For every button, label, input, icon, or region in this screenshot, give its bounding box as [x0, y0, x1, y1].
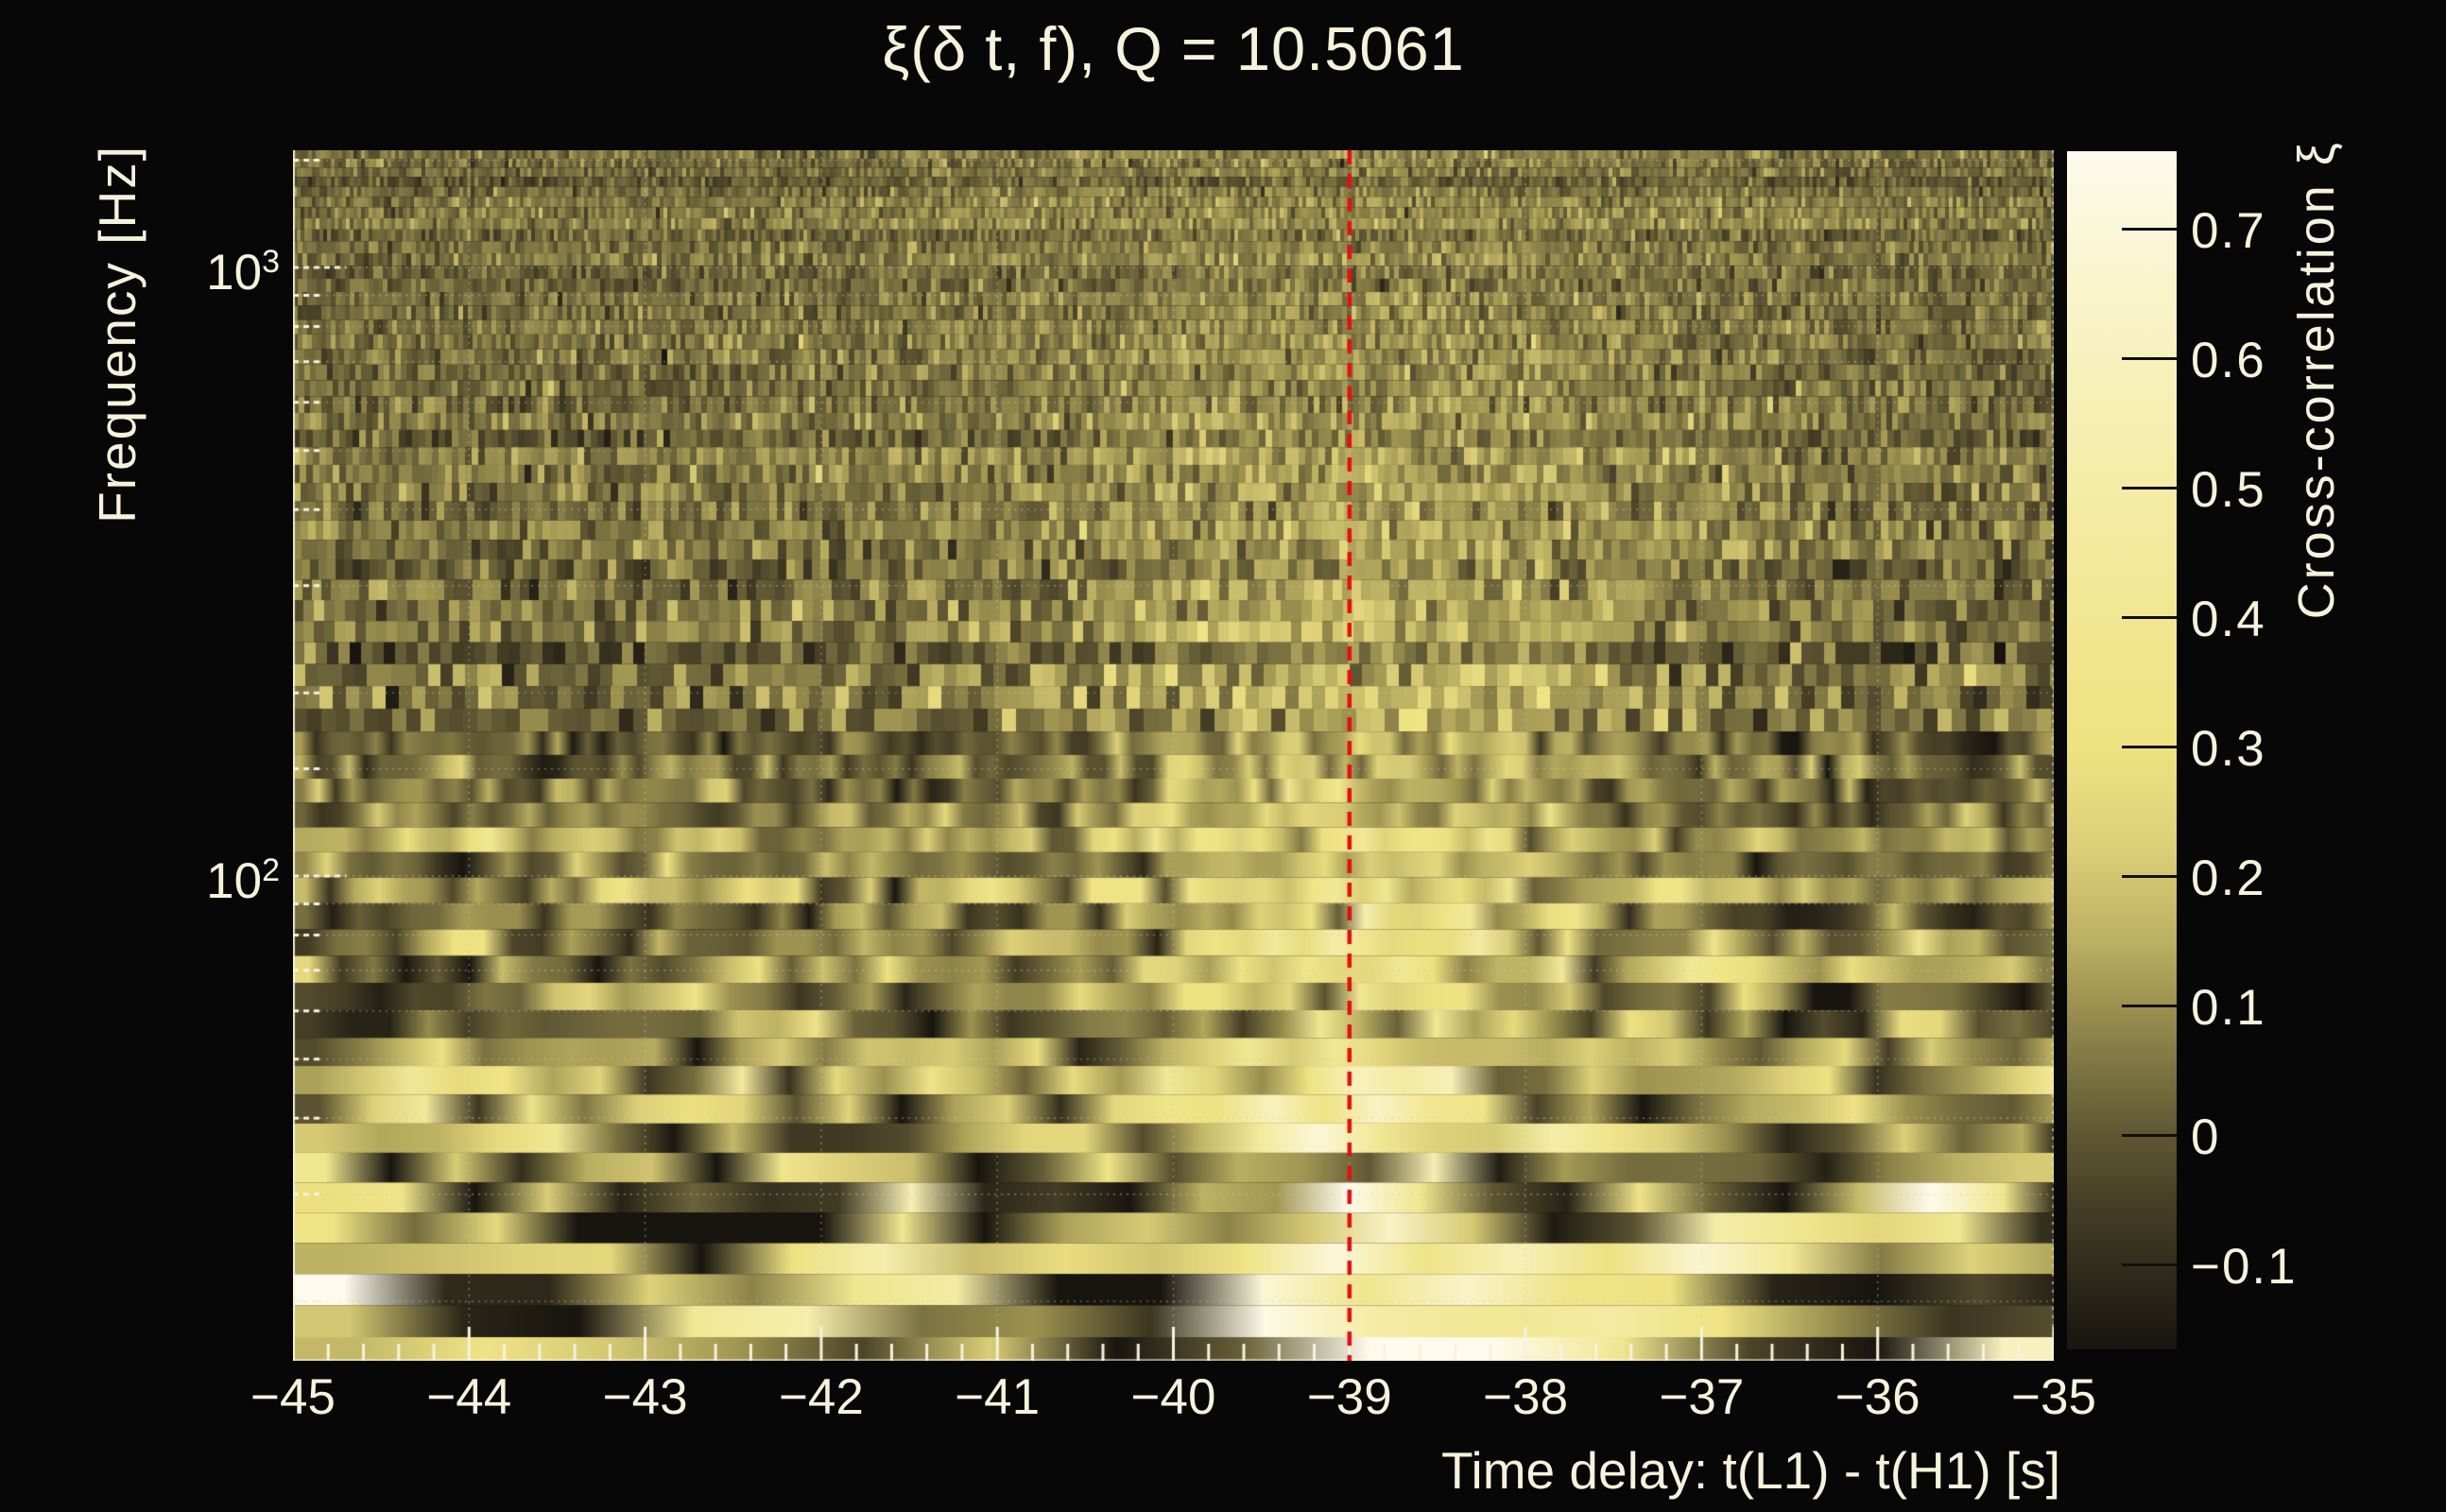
y-tick-exponent: 3: [262, 244, 280, 280]
colorbar-tick-label: 0.6: [2191, 333, 2266, 389]
y-tick-label: 102: [129, 844, 280, 908]
x-tick-label: −40: [1130, 1369, 1216, 1425]
x-tick-label: −38: [1483, 1369, 1569, 1425]
colorbar-tick-label: 0.7: [2191, 203, 2266, 260]
colorbar-tick-label: −0.1: [2191, 1238, 2298, 1295]
x-tick-label: −36: [1834, 1369, 1921, 1425]
spectrogram-canvas: [293, 150, 2054, 1361]
x-tick-label: −44: [426, 1369, 512, 1425]
colorbar-tick-mark: [2122, 1004, 2177, 1007]
x-tick-label: −45: [250, 1369, 336, 1425]
colorbar-tick-label: 0.1: [2191, 979, 2266, 1036]
colorbar-tick-mark: [2122, 615, 2177, 619]
y-tick-base: 10: [206, 245, 263, 301]
chart-title: ξ(δ t, f), Q = 10.5061: [882, 14, 1465, 83]
x-tick-label: −39: [1306, 1369, 1392, 1425]
x-tick-label: −43: [602, 1369, 688, 1425]
colorbar-tick-mark: [2122, 487, 2177, 490]
x-tick-label: −35: [2011, 1369, 2096, 1425]
colorbar-tick-mark: [2122, 357, 2177, 361]
x-axis-title: Time delay: t(L1) - t(H1) [s]: [1440, 1441, 2060, 1500]
colorbar-tick-label: 0.3: [2191, 720, 2266, 777]
x-tick-label: −41: [955, 1369, 1041, 1425]
colorbar-tick-mark: [2122, 1263, 2177, 1266]
colorbar: [2067, 151, 2177, 1349]
y-tick-base: 10: [206, 853, 263, 909]
y-tick-label: 103: [129, 235, 280, 300]
x-tick-label: −42: [778, 1369, 864, 1425]
colorbar-tick-mark: [2122, 1133, 2177, 1137]
y-axis-title: Frequency [Hz]: [88, 145, 146, 524]
colorbar-tick-label: 0.4: [2191, 591, 2266, 647]
colorbar-tick-mark: [2122, 874, 2177, 878]
colorbar-tick-label: 0.2: [2191, 850, 2266, 906]
colorbar-tick-label: 0: [2191, 1108, 2221, 1165]
y-tick-exponent: 2: [262, 852, 280, 888]
colorbar-tick-mark: [2122, 745, 2177, 748]
colorbar-tick-label: 0.5: [2191, 462, 2266, 519]
colorbar-tick-mark: [2122, 228, 2177, 232]
x-tick-label: −37: [1659, 1369, 1745, 1425]
